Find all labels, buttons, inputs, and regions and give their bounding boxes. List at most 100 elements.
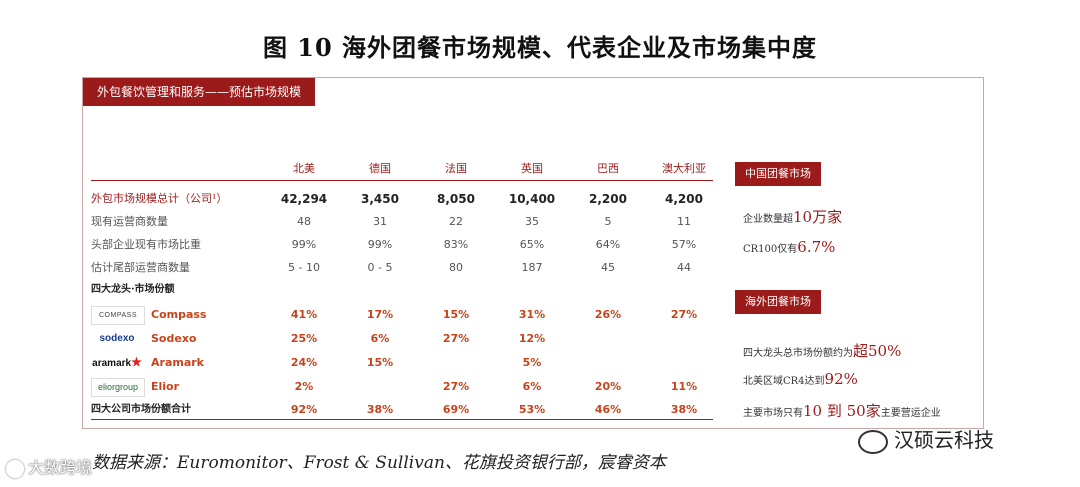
share-cell: 25% — [290, 332, 318, 345]
overseas-market-tag: 海外团餐市场 — [735, 290, 821, 314]
china-line-1-text: 企业数量超 — [743, 214, 793, 225]
share-cell: 27% — [442, 380, 470, 393]
table-cell: 42,294 — [280, 192, 328, 206]
table-cell: 5 — [604, 215, 612, 228]
panel-tag: 外包餐饮管理和服务——预估市场规模 — [83, 78, 316, 106]
china-line-2-highlight: 6.7% — [797, 238, 836, 256]
row-label: 四大公司市场份额合计 — [91, 404, 191, 415]
watermark-right-text: 汉硕云科技 — [894, 428, 994, 452]
share-cell: 26% — [594, 308, 622, 321]
share-cell: 69% — [442, 403, 470, 416]
company-name: Sodexo — [151, 332, 197, 345]
table-cell: 48 — [297, 215, 311, 228]
company-row-elior: eliorgroup Elior 2% 27% 6% 20% 11% — [91, 376, 713, 398]
company-row-compass: COMPASS Compass 41% 17% 15% 31% 26% 27% — [91, 304, 713, 326]
share-cell: 11% — [670, 380, 698, 393]
section-row: 四大龙头·市场份额 — [91, 279, 713, 301]
table-cell: 4,200 — [665, 192, 703, 206]
company-name: Aramark — [151, 356, 204, 369]
table-cell: 2,200 — [589, 192, 627, 206]
share-cell: 46% — [594, 403, 622, 416]
share-cell: 17% — [366, 308, 394, 321]
watermark-left: 大数跨境 — [6, 454, 92, 478]
compass-logo: COMPASS — [91, 306, 145, 325]
china-line-2-text: CR100仅有 — [743, 244, 798, 255]
overseas-line-1-highlight: 超50% — [853, 342, 902, 360]
overseas-line-2-text: 北美区域CR4达到 — [743, 376, 825, 387]
col-uk: 英国 — [521, 162, 543, 175]
table-row: 头部企业现有市场比重 99% 99% 83% 65% 64% 57% — [91, 234, 713, 256]
aramark-logo: aramark★ — [91, 354, 143, 371]
sodexo-logo: sodexo — [99, 333, 135, 344]
share-cell: 92% — [290, 403, 318, 416]
table-cell: 0 - 5 — [367, 261, 393, 274]
share-cell: 12% — [518, 332, 546, 345]
company-row-aramark: aramark★ Aramark 24% 15% 5% — [91, 352, 713, 374]
table-cell: 99% — [291, 238, 317, 251]
col-france: 法国 — [445, 162, 467, 175]
share-cell: 6% — [370, 332, 390, 345]
share-cell: 38% — [366, 403, 394, 416]
china-line-2: CR100仅有6.7% — [743, 238, 835, 256]
table-cell: 5 - 10 — [288, 261, 320, 274]
market-panel: 外包餐饮管理和服务——预估市场规模 北美 德国 法国 英国 巴西 澳大利亚 外包… — [82, 77, 984, 429]
overseas-line-3-text: 主要市场只有 — [743, 408, 803, 419]
bottom-divider — [91, 419, 713, 420]
table-cell: 10,400 — [508, 192, 556, 206]
table-cell: 44 — [677, 261, 691, 274]
overseas-line-1: 四大龙头总市场份额约为超50% — [743, 340, 901, 361]
row-label: 头部企业现有市场比重 — [91, 238, 201, 251]
share-cell: 6% — [522, 380, 542, 393]
company-name: Compass — [151, 308, 207, 321]
row-label: 现有运营商数量 — [91, 215, 168, 228]
table-cell: 45 — [601, 261, 615, 274]
figure-title: 图 10 海外团餐市场规模、代表企业及市场集中度 — [262, 33, 818, 62]
overseas-line-3-highlight: 10 到 50家 — [803, 402, 881, 420]
table-row: 现有运营商数量 48 31 22 35 5 11 — [91, 211, 713, 233]
aramark-logo-text: aramark — [92, 358, 132, 369]
overseas-line-2: 北美区域CR4达到92% — [743, 370, 858, 388]
table-cell: 8,050 — [437, 192, 475, 206]
share-cell: 15% — [366, 356, 394, 369]
total-row: 四大公司市场份额合计 92% 38% 69% 53% 46% 38% — [91, 399, 713, 421]
watermark-right: 汉硕云科技 — [858, 424, 994, 454]
overseas-line-1-text: 四大龙头总市场份额约为 — [743, 348, 853, 359]
table-cell: 99% — [367, 238, 393, 251]
company-row-sodexo: sodexo Sodexo 25% 6% 27% 12% — [91, 328, 713, 350]
table-cell: 3,450 — [361, 192, 399, 206]
share-cell: 5% — [522, 356, 542, 369]
col-north-america: 北美 — [293, 162, 315, 175]
table-cell: 11 — [677, 215, 691, 228]
table-cell: 22 — [449, 215, 463, 228]
overseas-line-3-suffix: 主要营运企业 — [880, 408, 941, 419]
table-cell: 80 — [449, 261, 463, 274]
col-australia: 澳大利亚 — [662, 162, 706, 175]
share-cell: 41% — [290, 308, 318, 321]
row-label: 估计尾部运营商数量 — [91, 261, 190, 274]
chat-bubble-icon — [858, 429, 888, 454]
table-row: 外包市场规模总计（公司¹） 42,294 3,450 8,050 10,400 … — [91, 188, 713, 210]
share-cell: 15% — [442, 308, 470, 321]
china-market-tag: 中国团餐市场 — [735, 162, 821, 186]
share-cell: 27% — [442, 332, 470, 345]
overseas-line-2-highlight: 92% — [824, 370, 858, 388]
table-cell: 31 — [373, 215, 387, 228]
table-cell: 187 — [521, 261, 543, 274]
share-cell: 27% — [670, 308, 698, 321]
china-line-1-highlight: 10万家 — [793, 208, 843, 226]
row-label: 外包市场规模总计（公司¹） — [91, 192, 228, 205]
table-row: 估计尾部运营商数量 5 - 10 0 - 5 80 187 45 44 — [91, 257, 713, 279]
table-cell: 83% — [443, 238, 469, 251]
overseas-line-3: 主要市场只有10 到 50家主要营运企业 — [743, 400, 941, 421]
header-divider — [91, 180, 713, 181]
share-cell: 38% — [670, 403, 698, 416]
star-icon: ★ — [131, 355, 142, 369]
share-cell: 53% — [518, 403, 546, 416]
share-cell: 31% — [518, 308, 546, 321]
table-cell: 57% — [671, 238, 697, 251]
share-cell: 2% — [294, 380, 314, 393]
company-name: Elior — [151, 380, 180, 393]
share-cell: 24% — [290, 356, 318, 369]
share-cell: 20% — [594, 380, 622, 393]
china-line-1: 企业数量超10万家 — [743, 206, 842, 227]
